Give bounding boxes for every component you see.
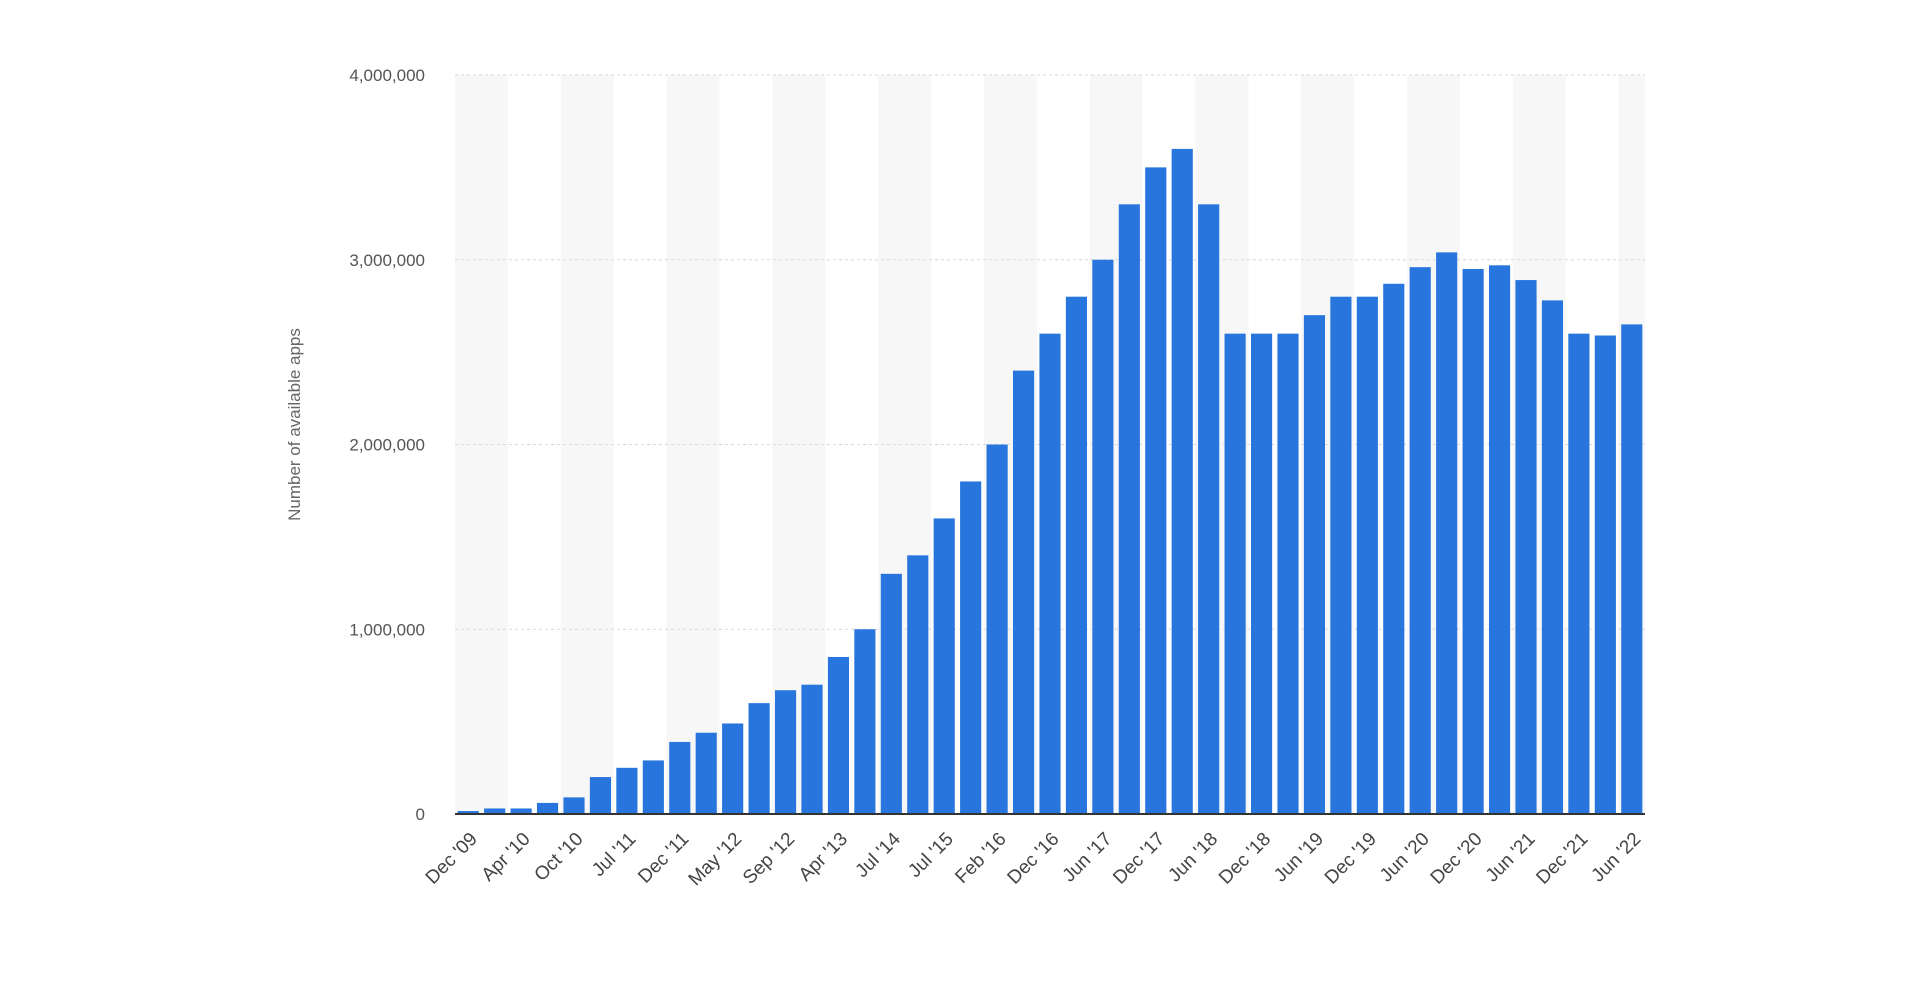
bars bbox=[457, 148, 1643, 815]
bar bbox=[1330, 296, 1352, 814]
bar bbox=[1594, 335, 1616, 814]
bar bbox=[1277, 333, 1299, 814]
bar bbox=[1488, 265, 1511, 815]
x-tick-label: Apr '10 bbox=[478, 829, 535, 886]
bar bbox=[854, 629, 876, 814]
x-tick-label: Dec '18 bbox=[1215, 829, 1275, 889]
bar bbox=[907, 555, 929, 814]
bar bbox=[1409, 267, 1431, 814]
bar bbox=[1436, 252, 1458, 815]
bar bbox=[457, 811, 479, 814]
bar bbox=[669, 741, 691, 814]
x-tick-label: May '12 bbox=[685, 829, 746, 890]
x-tick-label: Jun '22 bbox=[1588, 829, 1646, 887]
x-tick-label: Jun '21 bbox=[1482, 829, 1540, 887]
bar bbox=[1198, 204, 1220, 814]
bar bbox=[1224, 333, 1246, 814]
bar bbox=[1621, 324, 1643, 814]
bar bbox=[510, 808, 532, 814]
x-tick-label: Apr '13 bbox=[795, 829, 852, 886]
y-tick-label: 1,000,000 bbox=[349, 620, 425, 639]
bar bbox=[1092, 259, 1114, 814]
bar bbox=[589, 777, 612, 814]
y-axis-title: Number of available apps bbox=[285, 328, 304, 521]
bar bbox=[1462, 268, 1484, 814]
bar bbox=[695, 732, 717, 814]
x-tick-label: Jun '19 bbox=[1270, 829, 1328, 887]
x-tick-label: Sep '12 bbox=[739, 829, 799, 889]
x-tick-label: Dec '19 bbox=[1321, 829, 1381, 889]
y-tick-label: 0 bbox=[416, 805, 425, 824]
x-tick-label: Dec '21 bbox=[1532, 829, 1592, 889]
bar bbox=[1118, 204, 1140, 814]
x-tick-label: Dec '17 bbox=[1109, 829, 1169, 889]
bar bbox=[986, 444, 1008, 814]
bar bbox=[642, 760, 664, 814]
bar bbox=[1250, 333, 1273, 814]
bar bbox=[1039, 333, 1061, 814]
bar bbox=[1171, 148, 1193, 814]
y-tick-label: 2,000,000 bbox=[349, 436, 425, 455]
bar bbox=[1303, 315, 1326, 814]
x-tick-label: Jul '11 bbox=[588, 829, 640, 881]
bar bbox=[1568, 333, 1590, 814]
x-tick-label: Feb '16 bbox=[951, 829, 1010, 888]
y-tick-label: 3,000,000 bbox=[349, 251, 425, 270]
x-tick-label: Jun '20 bbox=[1376, 829, 1434, 887]
bar bbox=[960, 481, 982, 814]
bar bbox=[1383, 283, 1405, 815]
x-tick-label: Dec '16 bbox=[1004, 829, 1064, 889]
bar bbox=[1012, 370, 1035, 814]
y-tick-label: 4,000,000 bbox=[349, 66, 425, 85]
bar bbox=[1356, 296, 1378, 814]
bar bbox=[1145, 167, 1167, 814]
bar bbox=[801, 684, 823, 814]
bar bbox=[1541, 300, 1564, 814]
x-tick-label: Jul '14 bbox=[852, 828, 906, 882]
x-tick-label: Dec '20 bbox=[1427, 829, 1487, 889]
x-tick-label: Jun '17 bbox=[1059, 829, 1117, 887]
bar bbox=[827, 656, 850, 814]
x-tick-label: Jun '18 bbox=[1164, 829, 1222, 887]
bar bbox=[484, 808, 506, 814]
bar bbox=[722, 723, 744, 814]
x-tick-label: Dec '09 bbox=[422, 829, 482, 889]
x-tick-label: Jul '15 bbox=[904, 829, 957, 882]
x-tick-label: Oct '10 bbox=[531, 829, 588, 886]
bar bbox=[774, 690, 797, 814]
bar bbox=[880, 573, 902, 814]
bar bbox=[933, 518, 955, 814]
background-band bbox=[666, 75, 720, 814]
bar bbox=[1515, 280, 1537, 814]
bar bbox=[1065, 296, 1088, 814]
bar bbox=[616, 767, 638, 814]
bar bbox=[536, 802, 559, 814]
bar bbox=[563, 797, 585, 814]
y-axis-ticks: 0 1,000,000 2,000,000 3,000,000 4,000,000 bbox=[349, 66, 425, 824]
x-tick-label: Dec '11 bbox=[634, 829, 693, 888]
bar bbox=[748, 703, 770, 814]
